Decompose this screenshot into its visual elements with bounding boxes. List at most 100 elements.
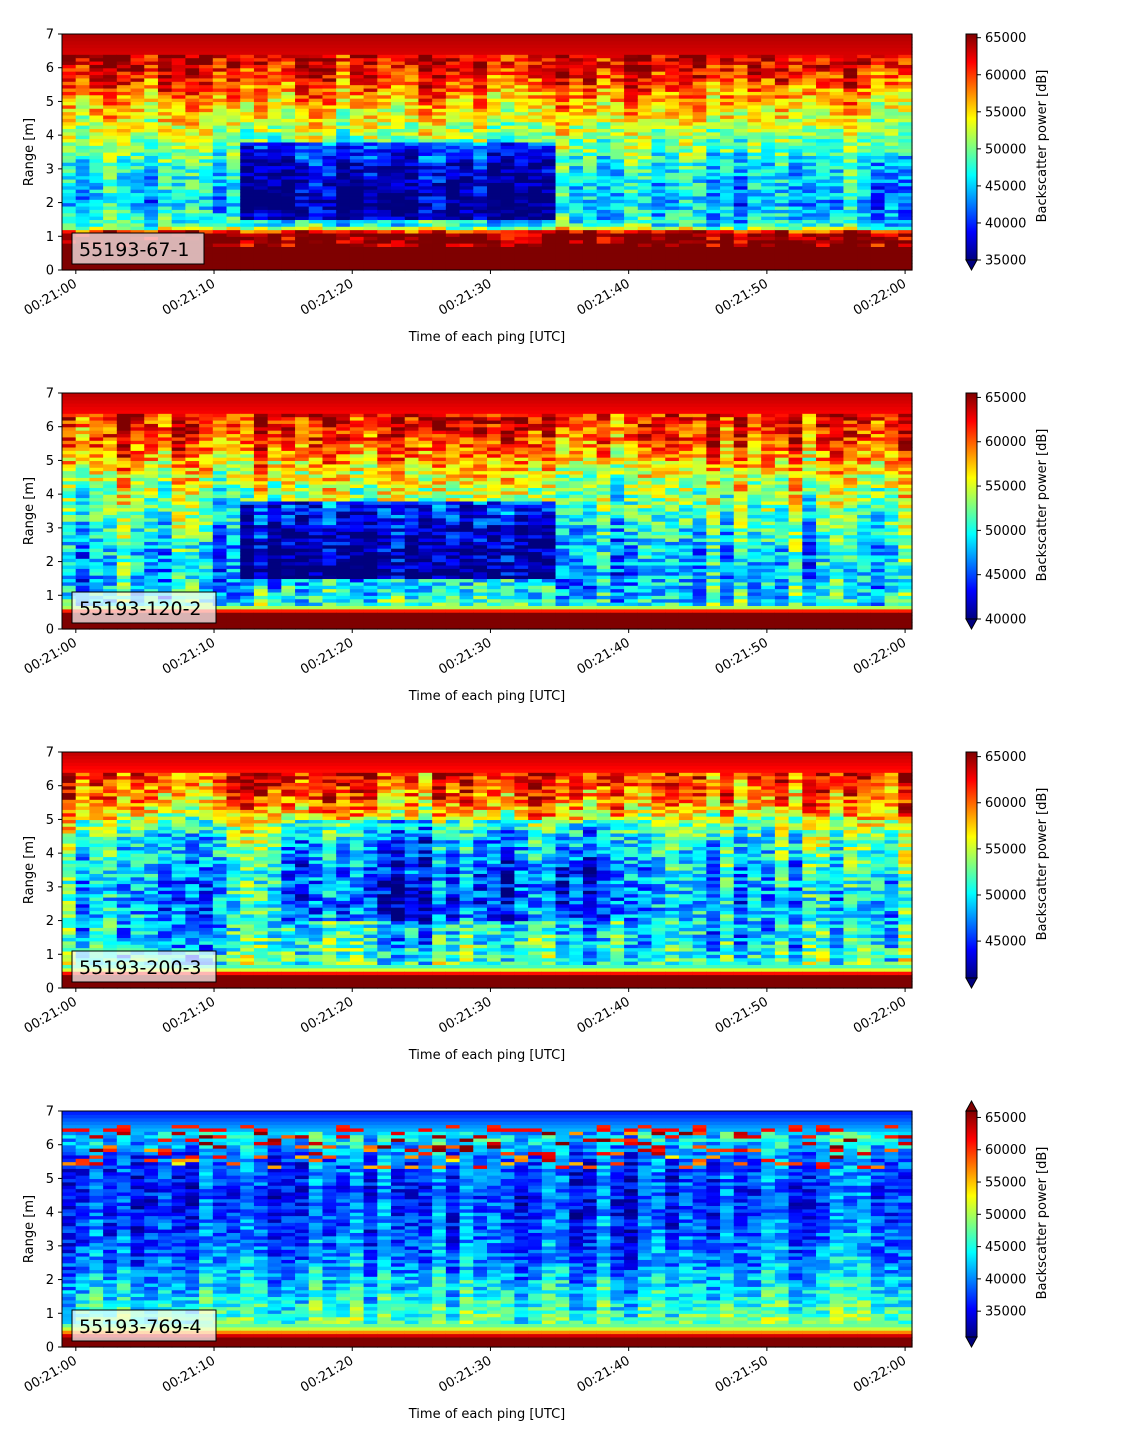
heatmap-cell bbox=[75, 625, 91, 630]
heatmap-cell bbox=[445, 192, 461, 197]
heatmap-cell bbox=[459, 189, 474, 194]
heatmap-cell bbox=[870, 108, 886, 113]
heatmap-cell bbox=[610, 239, 625, 244]
heatmap-cell bbox=[665, 232, 680, 237]
heatmap-cell bbox=[130, 446, 145, 451]
heatmap-cell bbox=[500, 236, 516, 241]
heatmap-cell bbox=[624, 212, 639, 217]
heatmap-cell bbox=[62, 450, 77, 455]
heatmap-cell bbox=[884, 253, 899, 258]
heatmap-cell bbox=[651, 172, 666, 177]
heatmap-cell bbox=[651, 175, 666, 180]
heatmap-cell bbox=[199, 239, 214, 244]
heatmap-cell bbox=[514, 145, 529, 150]
heatmap-cell bbox=[267, 246, 282, 251]
heatmap-cell bbox=[596, 175, 611, 180]
heatmap-cell bbox=[62, 537, 77, 542]
heatmap-cell bbox=[130, 551, 145, 556]
heatmap-cell bbox=[62, 413, 77, 418]
heatmap-cell bbox=[500, 138, 516, 143]
heatmap-cell bbox=[870, 236, 886, 241]
heatmap-cell bbox=[843, 165, 858, 170]
heatmap-cell bbox=[144, 534, 159, 539]
heatmap-cell bbox=[89, 81, 104, 86]
heatmap-cell bbox=[75, 480, 91, 485]
heatmap-cell bbox=[870, 44, 886, 49]
heatmap-cell bbox=[62, 507, 77, 512]
heatmap-cell bbox=[898, 162, 913, 167]
heatmap-cell bbox=[418, 67, 433, 72]
heatmap-cell bbox=[665, 243, 680, 247]
heatmap-cell bbox=[898, 71, 913, 76]
heatmap-cell bbox=[157, 504, 173, 509]
heatmap-cell bbox=[487, 219, 502, 224]
heatmap-cell bbox=[336, 162, 351, 167]
heatmap-cell bbox=[144, 517, 159, 522]
heatmap-cell bbox=[514, 67, 529, 72]
heatmap-cell bbox=[651, 98, 666, 103]
heatmap-cell bbox=[308, 40, 324, 45]
heatmap-cell bbox=[610, 152, 625, 156]
heatmap-cell bbox=[487, 185, 502, 190]
heatmap-cell bbox=[240, 108, 255, 113]
heatmap-cell bbox=[528, 128, 543, 133]
heatmap-cell bbox=[157, 463, 173, 468]
heatmap-cell bbox=[541, 205, 557, 210]
heatmap-cell bbox=[336, 111, 351, 116]
heatmap-cell bbox=[651, 91, 666, 96]
heatmap-cell bbox=[75, 37, 91, 42]
heatmap-cell bbox=[870, 77, 886, 82]
heatmap-cell bbox=[774, 175, 790, 180]
heatmap-cell bbox=[500, 152, 516, 156]
heatmap-cell bbox=[596, 138, 611, 143]
heatmap-cell bbox=[116, 561, 132, 566]
heatmap-cell bbox=[720, 131, 735, 136]
heatmap-cell bbox=[89, 195, 104, 200]
heatmap-cell bbox=[116, 229, 132, 234]
heatmap-cell bbox=[349, 219, 365, 224]
heatmap-cell bbox=[870, 162, 886, 167]
heatmap-cell bbox=[336, 216, 351, 221]
heatmap-cell bbox=[226, 246, 241, 251]
heatmap-cell bbox=[363, 209, 378, 214]
heatmap-cell bbox=[281, 175, 296, 180]
heatmap-cell bbox=[761, 239, 776, 244]
heatmap-cell bbox=[555, 175, 570, 180]
heatmap-cell bbox=[185, 165, 200, 170]
heatmap-cell bbox=[500, 77, 516, 82]
heatmap-cell bbox=[870, 222, 886, 227]
heatmap-cell bbox=[706, 34, 721, 38]
heatmap-cell bbox=[829, 199, 845, 204]
heatmap-cell bbox=[267, 212, 282, 217]
heatmap-cell bbox=[253, 192, 269, 197]
heatmap-cell bbox=[788, 67, 803, 72]
heatmap-cell bbox=[171, 98, 186, 103]
heatmap-cell bbox=[171, 108, 186, 113]
heatmap-cell bbox=[445, 236, 461, 241]
heatmap-cell bbox=[582, 172, 598, 177]
heatmap-cell bbox=[637, 108, 653, 113]
heatmap-cell bbox=[706, 98, 721, 103]
heatmap-cell bbox=[637, 141, 653, 146]
heatmap-cell bbox=[103, 178, 118, 183]
heatmap-cell bbox=[418, 259, 433, 264]
heatmap-cell bbox=[528, 84, 543, 89]
heatmap-cell bbox=[391, 108, 406, 113]
heatmap-cell bbox=[528, 98, 543, 103]
heatmap-cell bbox=[116, 145, 132, 150]
heatmap-cell bbox=[884, 44, 899, 49]
heatmap-cell bbox=[144, 141, 159, 146]
heatmap-cell bbox=[199, 148, 214, 153]
heatmap-cell bbox=[116, 487, 132, 492]
heatmap-cell bbox=[336, 71, 351, 76]
heatmap-cell bbox=[692, 249, 707, 254]
heatmap-cell bbox=[336, 152, 351, 156]
heatmap-cell bbox=[240, 266, 255, 271]
heatmap-cell bbox=[884, 54, 899, 59]
heatmap-cell bbox=[843, 232, 858, 237]
heatmap-cell bbox=[747, 152, 762, 156]
heatmap-cell bbox=[75, 138, 91, 143]
heatmap-cell bbox=[62, 517, 77, 522]
heatmap-cell bbox=[157, 162, 173, 167]
heatmap-cell bbox=[582, 222, 598, 227]
